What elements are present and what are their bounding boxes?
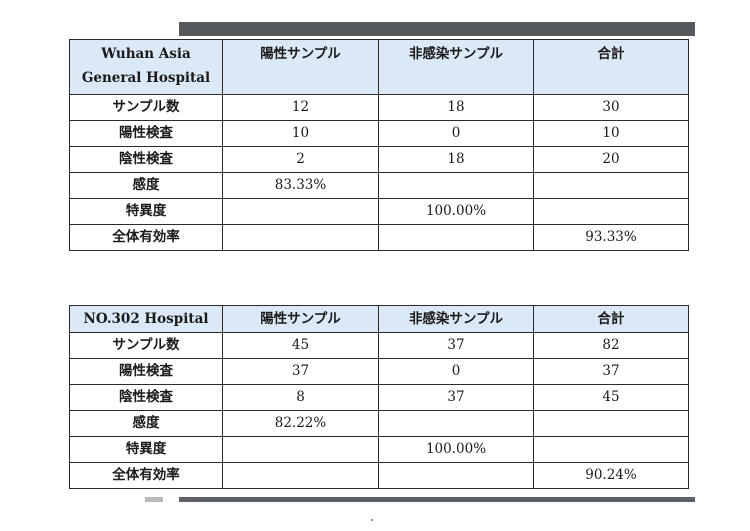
table-cell: 37 — [222, 358, 379, 385]
header-non-infected-samples: 非感染サンプル — [378, 305, 534, 333]
table-row: サンプル数 12 18 30 — [69, 94, 689, 121]
table-row: 陽性検査 10 0 10 — [69, 120, 689, 147]
top-divider-bar — [179, 22, 695, 36]
table-row: 陽性検査 37 0 37 — [69, 358, 689, 385]
row-label: 陰性検査 — [69, 384, 223, 411]
row-label: 特異度 — [69, 198, 223, 225]
table-cell — [378, 224, 534, 251]
table-cell: 18 — [378, 146, 534, 173]
row-label: 全体有効率 — [69, 224, 223, 251]
row-label: 特異度 — [69, 436, 223, 463]
table-cell: 82 — [533, 332, 689, 359]
table-cell: 82.22% — [222, 410, 379, 437]
page-mark — [371, 519, 373, 521]
table-header-row: NO.302 Hospital 陽性サンプル 非感染サンプル 合計 — [69, 305, 689, 333]
table-cell: 8 — [222, 384, 379, 411]
row-label: 感度 — [69, 410, 223, 437]
table-cell — [533, 198, 689, 225]
row-label: 陽性検査 — [69, 358, 223, 385]
table-cell: 37 — [378, 332, 534, 359]
table-cell: 10 — [533, 120, 689, 147]
table-cell — [533, 436, 689, 463]
header-positive-samples: 陽性サンプル — [222, 305, 379, 333]
header-total: 合計 — [533, 39, 689, 95]
row-label: 感度 — [69, 172, 223, 199]
no302-results-table: NO.302 Hospital 陽性サンプル 非感染サンプル 合計 サンプル数 … — [69, 305, 689, 489]
table-cell: 30 — [533, 94, 689, 121]
table-cell — [378, 172, 534, 199]
table-row: 陰性検査 8 37 45 — [69, 384, 689, 411]
row-label: 陽性検査 — [69, 120, 223, 147]
table-cell — [378, 462, 534, 489]
table-cell: 10 — [222, 120, 379, 147]
table-row: 感度 83.33% — [69, 172, 689, 199]
hospital-name-line2: General Hospital — [81, 70, 211, 86]
table-header-row: Wuhan Asia General Hospital 陽性サンプル 非感染サンプ… — [69, 39, 689, 95]
table-row: 全体有効率 90.24% — [69, 462, 689, 489]
table-cell: 93.33% — [533, 224, 689, 251]
table-row: 陰性検査 2 18 20 — [69, 146, 689, 173]
table-cell — [222, 462, 379, 489]
bottom-divider-fragment — [145, 497, 163, 502]
table-cell: 83.33% — [222, 172, 379, 199]
hospital-name-line1: Wuhan Asia — [101, 46, 191, 62]
row-label: 陰性検査 — [69, 146, 223, 173]
table-cell — [533, 172, 689, 199]
table-row: 感度 82.22% — [69, 410, 689, 437]
table-row: 特異度 100.00% — [69, 436, 689, 463]
table-cell: 45 — [533, 384, 689, 411]
table-cell: 37 — [378, 384, 534, 411]
table-cell: 45 — [222, 332, 379, 359]
bottom-divider-bar — [179, 497, 695, 502]
table-cell — [533, 410, 689, 437]
row-label: 全体有効率 — [69, 462, 223, 489]
table-cell: 90.24% — [533, 462, 689, 489]
hospital-name-cell: NO.302 Hospital — [69, 305, 223, 333]
table-row: サンプル数 45 37 82 — [69, 332, 689, 359]
table-cell: 100.00% — [378, 198, 534, 225]
header-total: 合計 — [533, 305, 689, 333]
table-row: 特異度 100.00% — [69, 198, 689, 225]
row-label: サンプル数 — [69, 94, 223, 121]
table-cell: 2 — [222, 146, 379, 173]
table-cell: 18 — [378, 94, 534, 121]
header-non-infected-samples: 非感染サンプル — [378, 39, 534, 95]
table-cell: 37 — [533, 358, 689, 385]
table-cell — [222, 436, 379, 463]
table-cell: 12 — [222, 94, 379, 121]
table-cell — [222, 224, 379, 251]
hospital-name-cell: Wuhan Asia General Hospital — [69, 39, 223, 95]
table-cell — [378, 410, 534, 437]
table-cell — [222, 198, 379, 225]
table-cell: 0 — [378, 358, 534, 385]
table-cell: 20 — [533, 146, 689, 173]
table-cell: 100.00% — [378, 436, 534, 463]
row-label: サンプル数 — [69, 332, 223, 359]
table-cell: 0 — [378, 120, 534, 147]
wuhan-results-table: Wuhan Asia General Hospital 陽性サンプル 非感染サンプ… — [69, 39, 689, 251]
table-row: 全体有効率 93.33% — [69, 224, 689, 251]
header-positive-samples: 陽性サンプル — [222, 39, 379, 95]
